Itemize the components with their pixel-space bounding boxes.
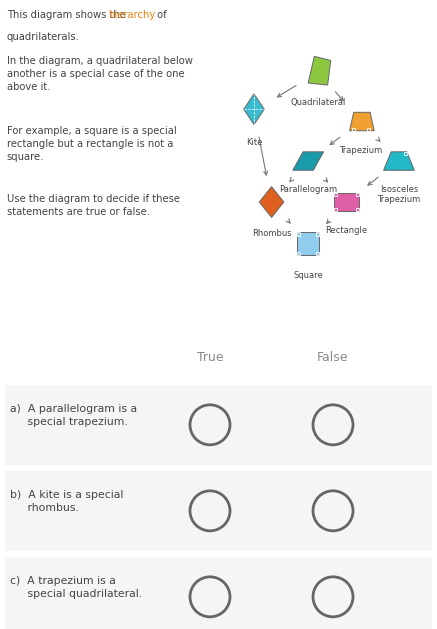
Text: Use the diagram to decide if these
statements are true or false.: Use the diagram to decide if these state… <box>7 194 180 217</box>
Text: For example, a square is a special
rectangle but a rectangle is not a
square.: For example, a square is a special recta… <box>7 126 177 162</box>
Text: a)  A parallelogram is a
     special trapezium.: a) A parallelogram is a special trapeziu… <box>10 404 137 427</box>
FancyBboxPatch shape <box>5 471 432 551</box>
Text: In the diagram, a quadrilateral below
another is a special case of the one
above: In the diagram, a quadrilateral below an… <box>7 56 193 92</box>
Text: Kite: Kite <box>246 138 262 147</box>
Text: This diagram shows the: This diagram shows the <box>7 10 128 20</box>
Text: Parallelogram: Parallelogram <box>279 185 337 194</box>
Polygon shape <box>259 187 284 218</box>
Text: False: False <box>317 352 349 364</box>
Text: c)  A trapezium is a
     special quadrilateral.: c) A trapezium is a special quadrilatera… <box>10 576 142 599</box>
FancyBboxPatch shape <box>5 385 432 465</box>
Polygon shape <box>293 152 323 170</box>
Text: Trapezium: Trapezium <box>339 145 382 155</box>
Polygon shape <box>350 113 374 131</box>
Text: hierarchy: hierarchy <box>108 10 155 20</box>
Polygon shape <box>297 232 319 255</box>
Polygon shape <box>244 94 264 125</box>
Polygon shape <box>308 57 331 85</box>
Text: True: True <box>197 352 223 364</box>
Text: quadrilaterals.: quadrilaterals. <box>7 32 80 42</box>
Text: Rhombus: Rhombus <box>252 229 291 238</box>
Polygon shape <box>334 194 358 211</box>
Polygon shape <box>384 152 414 170</box>
Text: Rectangle: Rectangle <box>325 226 367 235</box>
Text: Square: Square <box>293 270 323 279</box>
Text: Isosceles
Trapezium: Isosceles Trapezium <box>377 185 420 204</box>
Text: b)  A kite is a special
     rhombus.: b) A kite is a special rhombus. <box>10 489 123 513</box>
Text: of: of <box>154 10 167 20</box>
FancyBboxPatch shape <box>5 557 432 629</box>
Text: Quadrilateral: Quadrilateral <box>291 98 346 107</box>
